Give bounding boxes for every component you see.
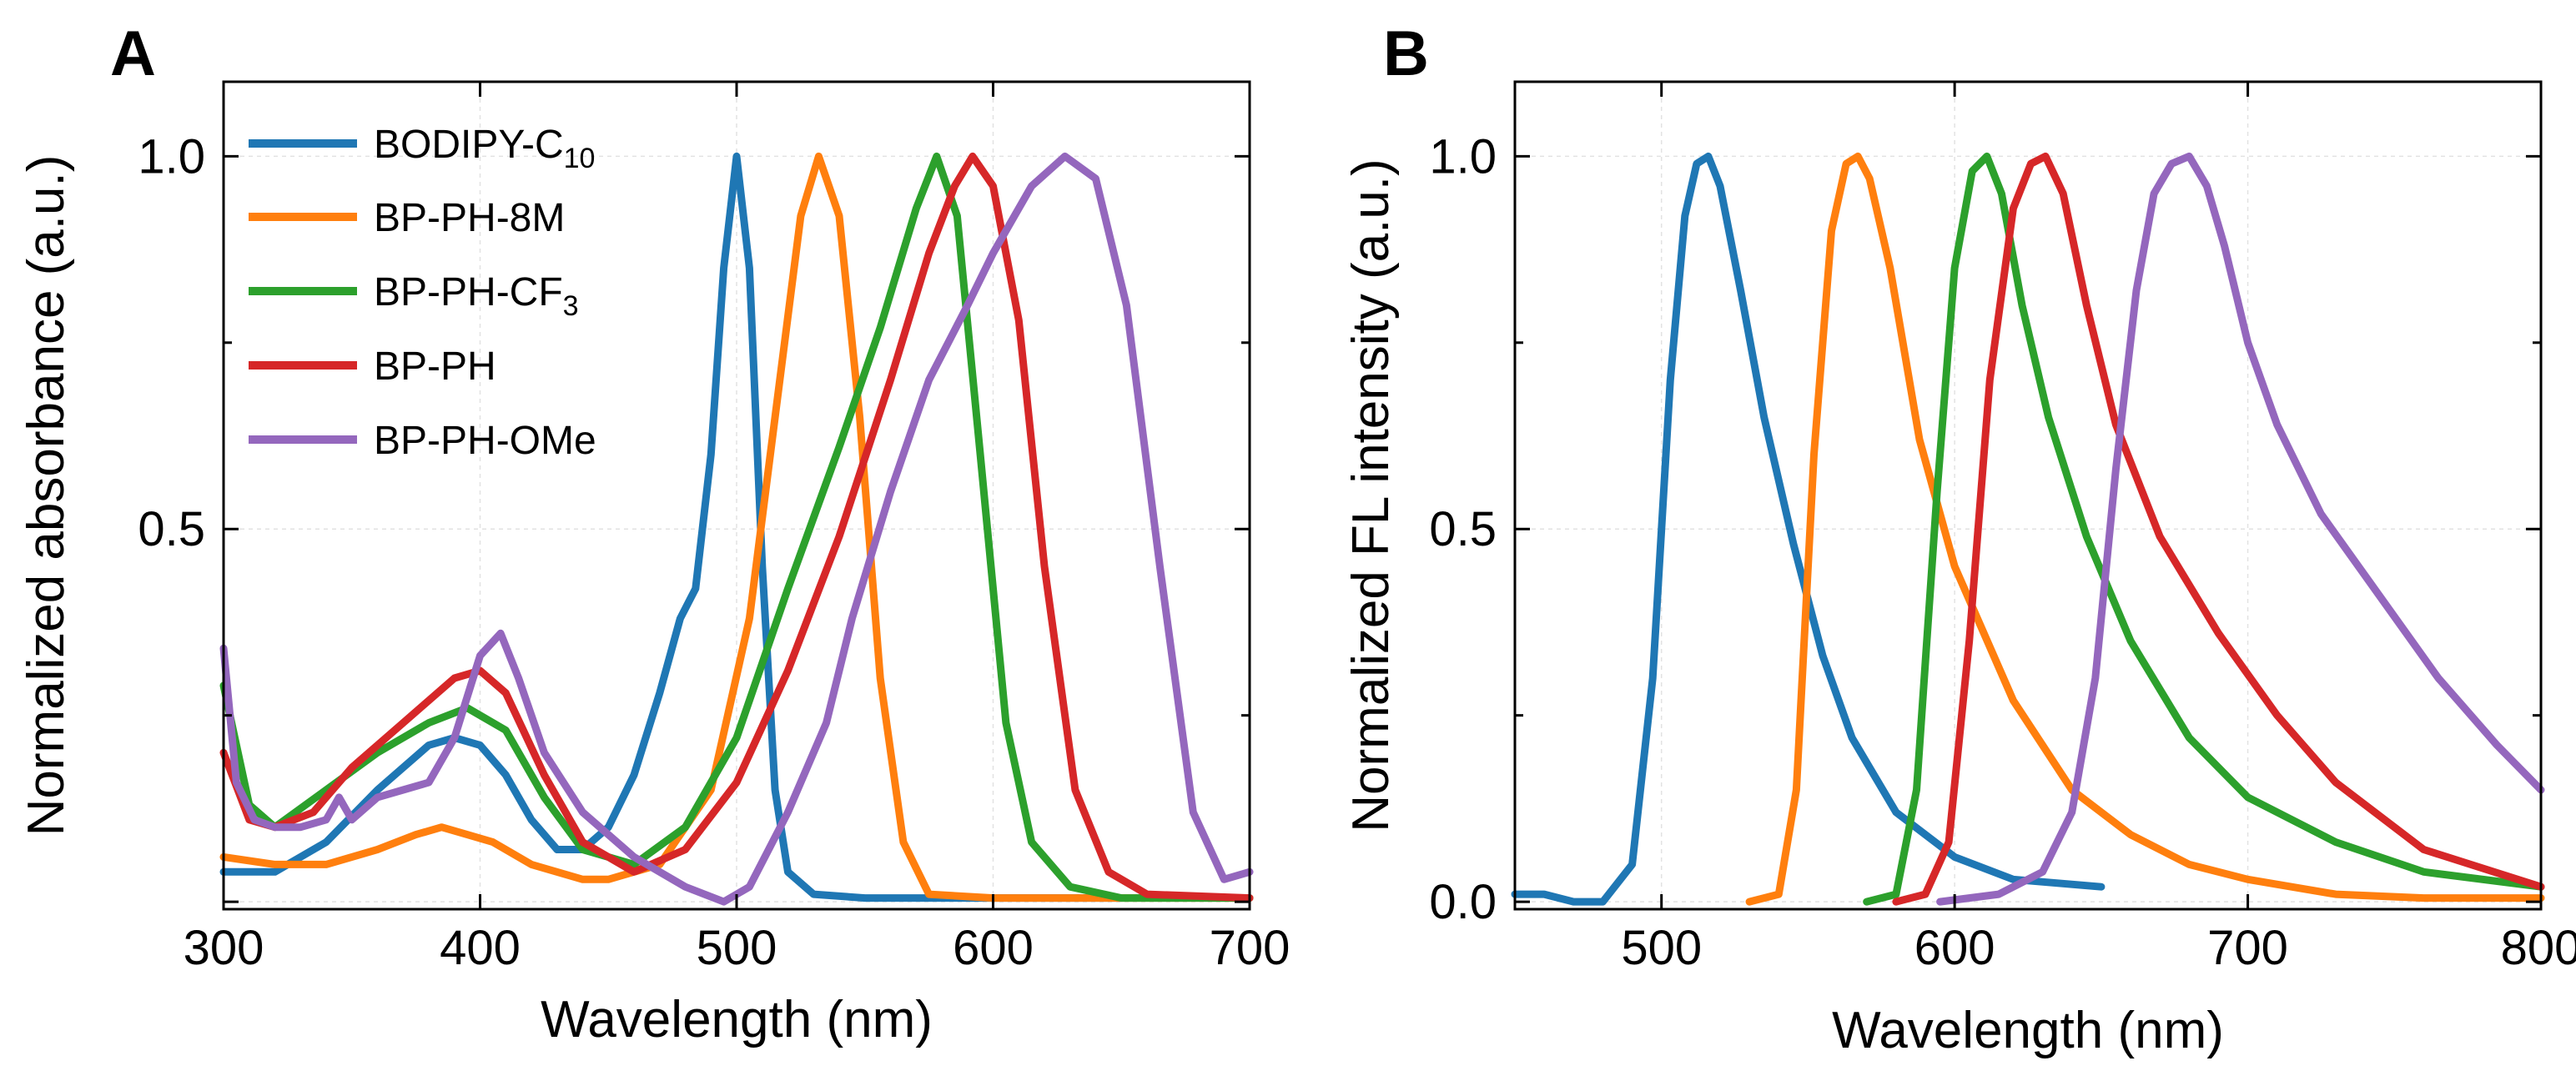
fluorescence-series-bodipy-c10	[1511, 152, 2106, 906]
absorbance-x-tick-label-300: 300	[184, 921, 264, 975]
absorbance-y-tick-label-0-5: 0.5	[138, 502, 205, 556]
fluorescence-series-bp-ph	[1892, 152, 2545, 906]
fluorescence-y-tick-label-0-5: 0.5	[1429, 502, 1497, 556]
legend-item-bp-ph-ome: BP-PH-OMe	[249, 419, 596, 463]
absorbance-x-axis-title: Wavelength (nm)	[541, 991, 933, 1048]
fluorescence-ticks	[1515, 82, 2543, 909]
legend-label-bp-ph-cf3: BP-PH-CF3	[374, 270, 579, 322]
absorbance-series-bp-ph-cf3	[219, 152, 1254, 903]
fluorescence-x-tick-label-500: 500	[1621, 921, 1702, 975]
absorbance-series-layer	[219, 152, 1254, 906]
panel-label-a: A	[110, 18, 156, 89]
absorbance-x-tick-label-600: 600	[953, 921, 1034, 975]
fluorescence-chart: 500 600 700 800 0.0 0.5 1.0 Wavelength (nm) No…	[1342, 80, 2576, 1059]
legend-item-bp-ph-8m: BP-PH-8M	[249, 196, 565, 240]
fluorescence-x-tick-label-600: 600	[1914, 921, 1995, 975]
absorbance-y-axis-title: Normalized absorbance (a.u.)	[18, 155, 75, 837]
legend-label-bp-ph: BP-PH	[374, 344, 496, 389]
legend-item-bp-ph-cf3: BP-PH-CF3	[249, 270, 579, 322]
panel-label-b: B	[1383, 18, 1429, 89]
fluorescence-y-tick-label-1: 1.0	[1429, 129, 1497, 184]
legend-item-bodipy-c10: BODIPY-C10	[249, 123, 595, 174]
fluorescence-x-tick-label-800: 800	[2501, 921, 2576, 975]
fluorescence-series-layer	[1511, 152, 2545, 906]
fluorescence-series-bp-ph-8m	[1745, 152, 2545, 906]
fluorescence-series-bp-ph-ome	[1936, 152, 2545, 906]
absorbance-ticks	[222, 82, 1251, 909]
absorbance-x-tick-label-700: 700	[1210, 921, 1291, 975]
absorbance-series-bodipy-c10	[219, 152, 1125, 903]
absorbance-x-tick-label-400: 400	[440, 921, 521, 975]
absorbance-x-tick-label-500: 500	[697, 921, 777, 975]
fluorescence-plot-frame	[1513, 80, 2543, 911]
absorbance-series-bp-ph-ome	[219, 152, 1254, 906]
legend-item-bp-ph: BP-PH	[249, 344, 496, 389]
fluorescence-tick-labels: 500 600 700 800 0.0 0.5 1.0	[1429, 129, 2576, 975]
fluorescence-x-tick-label-700: 700	[2207, 921, 2288, 975]
absorbance-series-bp-ph	[219, 152, 1254, 903]
fluorescence-grid	[1515, 82, 2541, 909]
absorbance-y-tick-label-1: 1.0	[138, 129, 205, 184]
fluorescence-y-tick-label-0: 0.0	[1429, 875, 1497, 929]
fluorescence-x-axis-title: Wavelength (nm)	[1832, 1002, 2224, 1059]
fluorescence-series-bp-ph-cf3	[1863, 152, 2545, 906]
legend-label-bp-ph-ome: BP-PH-OMe	[374, 419, 596, 463]
absorbance-tick-labels: 300 400 500 600 700 0.5 1.0	[138, 129, 1290, 975]
legend-label-bp-ph-8m: BP-PH-8M	[374, 196, 565, 240]
legend-label-bodipy-c10: BODIPY-C10	[374, 123, 595, 174]
legend: BODIPY-C10 BP-PH-8M BP-PH-CF3 BP-PH BP-P…	[249, 123, 596, 463]
fluorescence-y-axis-title: Normalized FL intensity (a.u.)	[1342, 158, 1400, 832]
absorbance-chart: 300 400 500 600 700 0.5 1.0 Wavelength (nm) No…	[18, 80, 1290, 1048]
